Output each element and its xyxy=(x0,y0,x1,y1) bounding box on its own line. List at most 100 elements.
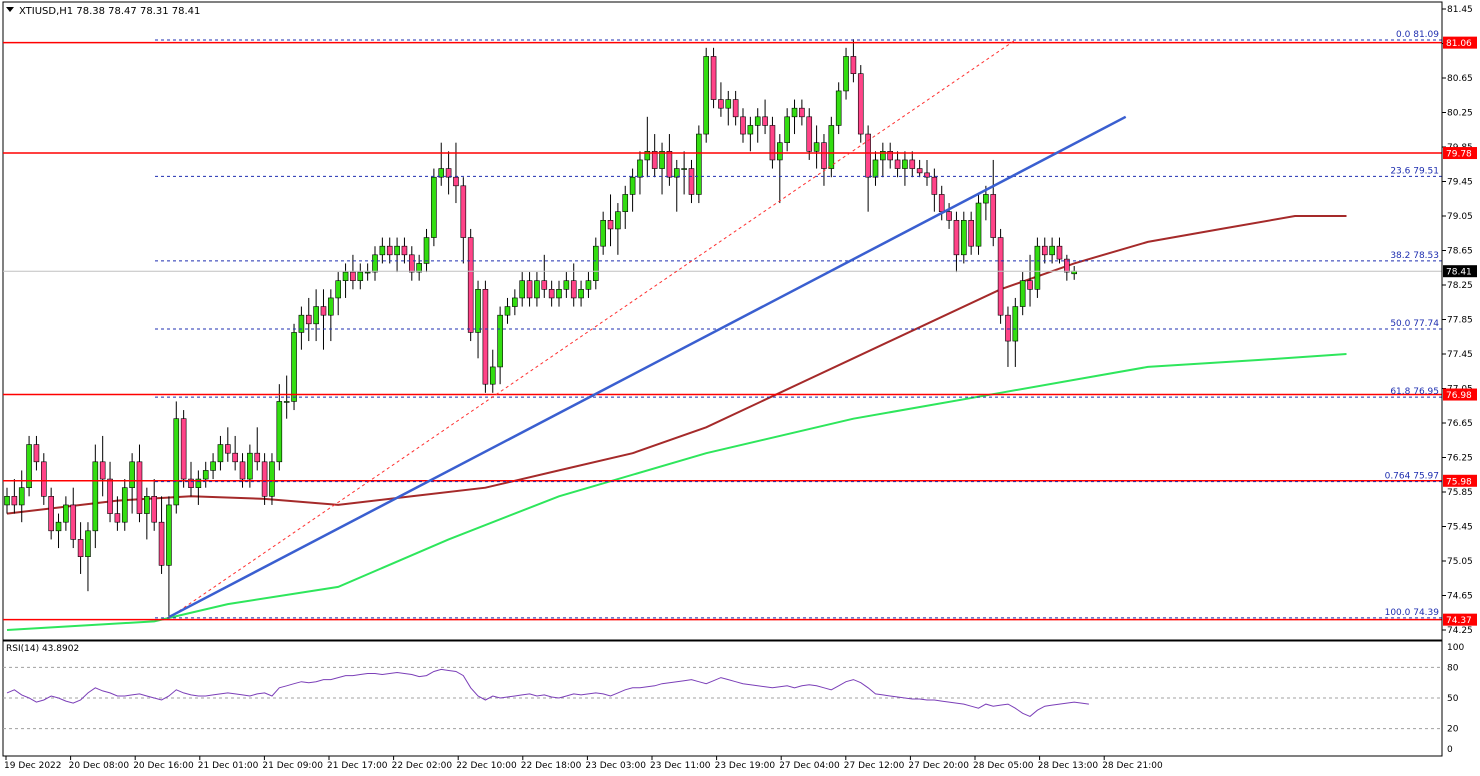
candle-body xyxy=(622,194,629,212)
candle-body xyxy=(578,289,584,299)
candle-body xyxy=(666,151,673,178)
time-tick-label: 23 Dec 03:00 xyxy=(585,761,646,771)
fibonacci-level-label: 100.0 74.39 xyxy=(1385,608,1440,618)
candle-body xyxy=(769,125,776,161)
candle-body xyxy=(725,99,732,109)
time-axis: 19 Dec 2022 20 Dec 08:00 20 Dec 16:00 21 De… xyxy=(4,756,1163,771)
price-tick-label: 76.25 xyxy=(1447,454,1473,464)
candle-body xyxy=(821,142,827,169)
candle-body xyxy=(11,496,18,506)
rsi-panel: 100 80 50 20 0 RSI(14) 43.8902 xyxy=(2,640,1464,757)
candle-body xyxy=(975,202,982,247)
current-price-tag xyxy=(1443,265,1477,278)
candle-body xyxy=(902,159,908,169)
candle-body xyxy=(968,220,974,247)
time-tick-label: 28 Dec 13:00 xyxy=(1038,761,1099,771)
candle-body xyxy=(298,314,305,333)
candle-body xyxy=(379,245,386,256)
candle-body xyxy=(401,245,408,256)
candle-body xyxy=(114,513,121,523)
fibonacci-level-label: 50.0 77.74 xyxy=(1390,319,1439,329)
collapse-arrow-icon[interactable] xyxy=(6,7,14,12)
candle-body xyxy=(408,254,415,273)
price-tick-label: 75.05 xyxy=(1447,557,1473,567)
main-panel-frame xyxy=(2,1,1443,641)
candle-body xyxy=(394,245,400,256)
price-tick-label: 81.45 xyxy=(1447,5,1473,15)
candle-body xyxy=(644,151,651,161)
time-tick-label: 20 Dec 16:00 xyxy=(133,761,194,771)
candle-body xyxy=(342,271,349,281)
candle-body xyxy=(18,487,25,506)
fibonacci-diagonal-line xyxy=(168,39,1016,619)
candle-body xyxy=(754,116,761,126)
candle-body xyxy=(835,90,842,126)
level-tag xyxy=(1443,36,1477,49)
candle-body xyxy=(740,116,746,135)
candle-body xyxy=(1064,258,1070,273)
candle-body xyxy=(261,461,268,497)
candle-body xyxy=(960,220,967,256)
candle-body xyxy=(475,289,481,333)
candle-body xyxy=(121,487,128,523)
candle-body xyxy=(467,237,474,333)
candle-body xyxy=(791,107,798,118)
candle-body xyxy=(225,444,231,454)
candle-body xyxy=(63,504,69,523)
time-tick-label: 28 Dec 05:00 xyxy=(973,761,1034,771)
candle-body xyxy=(453,176,459,187)
candle-body xyxy=(291,332,297,402)
candle-body xyxy=(570,280,577,299)
candle-body xyxy=(776,142,783,161)
candle-body xyxy=(92,461,99,532)
candle-body xyxy=(40,461,47,497)
candle-body xyxy=(813,142,820,152)
candle-body xyxy=(247,452,253,480)
candle-body xyxy=(872,159,879,178)
candle-body xyxy=(747,125,754,135)
candle-body xyxy=(983,194,989,204)
candle-body xyxy=(1034,245,1041,290)
candle-body xyxy=(386,245,393,256)
candle-body xyxy=(696,133,702,195)
candle-body xyxy=(946,211,952,221)
current-price-label: 78.41 xyxy=(1446,268,1472,278)
level-tag-label: 79.78 xyxy=(1446,150,1472,160)
time-tick-label: 19 Dec 2022 xyxy=(4,761,62,771)
time-tick-label: 20 Dec 08:00 xyxy=(69,761,130,771)
candle-body xyxy=(600,220,606,247)
candle-body xyxy=(1012,306,1019,342)
price-tick-label: 75.85 xyxy=(1447,488,1473,498)
candle-body xyxy=(195,478,202,488)
price-axis: 81.4581.0580.6580.2579.8579.4579.0578.65… xyxy=(1441,2,1477,756)
candle-body xyxy=(158,521,165,566)
candle-body xyxy=(313,306,319,325)
candle-body xyxy=(144,496,150,514)
level-tag xyxy=(1443,474,1477,487)
price-tick-label: 77.45 xyxy=(1447,350,1473,360)
candle-body xyxy=(784,116,790,143)
price-tick-label: 80.25 xyxy=(1447,109,1473,119)
candle-body xyxy=(615,211,621,230)
candle-body xyxy=(254,452,261,463)
rsi-panel-frame xyxy=(2,640,1443,757)
candle-body xyxy=(718,99,724,109)
fibonacci-level-label: 0.764 75.97 xyxy=(1385,472,1439,482)
candle-body xyxy=(1049,245,1055,256)
rsi-tick-label: 80 xyxy=(1447,663,1459,673)
candle-body xyxy=(77,539,84,557)
candle-body xyxy=(416,263,422,273)
candle-body xyxy=(916,168,923,174)
price-tick-label: 77.85 xyxy=(1447,316,1473,326)
candle-body xyxy=(328,297,334,316)
candle-body xyxy=(460,185,467,238)
candle-body xyxy=(320,306,327,316)
candle-body xyxy=(99,461,106,480)
level-tag-label: 75.98 xyxy=(1446,477,1472,487)
candle-body xyxy=(548,289,555,299)
candle-body xyxy=(48,496,54,532)
time-tick-label: 27 Dec 12:00 xyxy=(844,761,905,771)
level-tag-label: 81.06 xyxy=(1446,39,1472,49)
candle-body xyxy=(519,280,526,299)
